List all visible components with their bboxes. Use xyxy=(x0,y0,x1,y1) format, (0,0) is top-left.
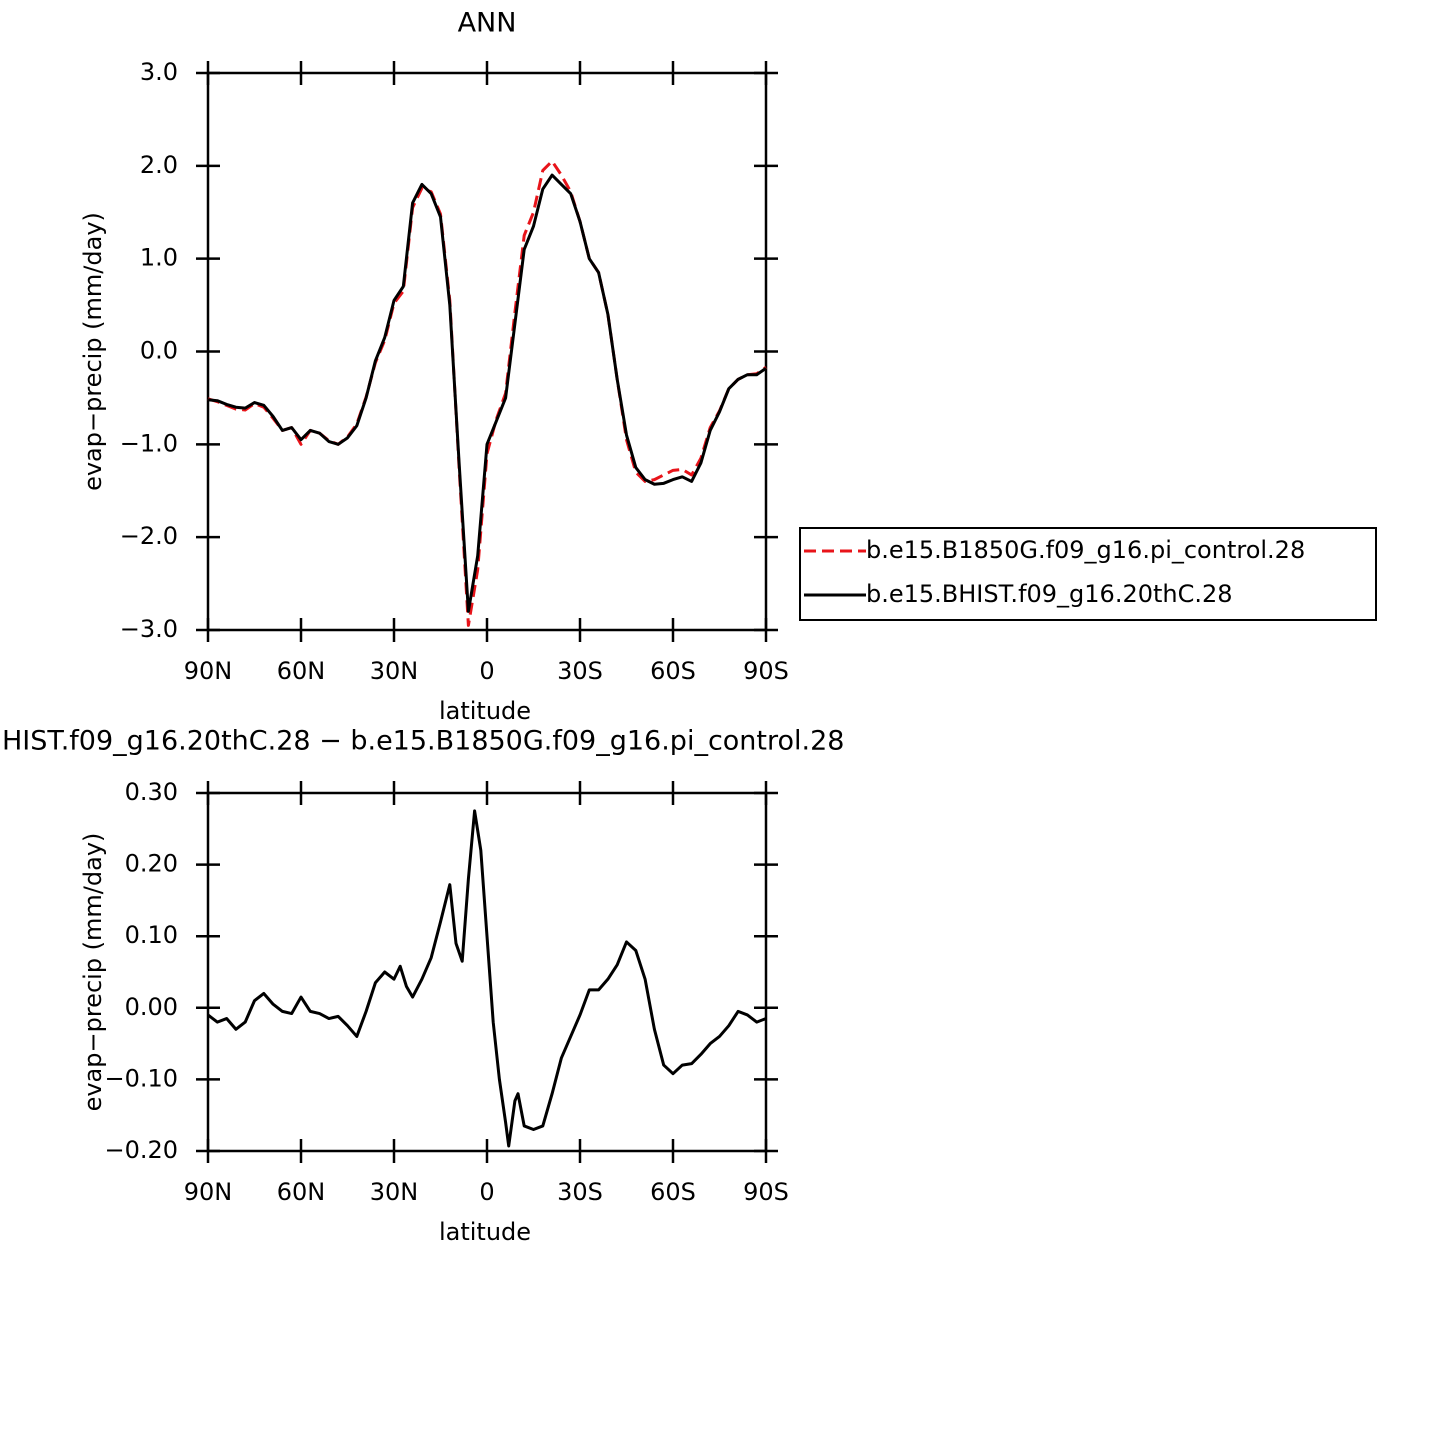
y-axis-label: evap−precip (mm/day) xyxy=(79,212,107,491)
x-tick-label: 0 xyxy=(479,657,494,685)
y-tick-label: 0.10 xyxy=(125,921,178,949)
x-tick-label: 90S xyxy=(743,657,789,685)
y-tick-label: 1.0 xyxy=(140,244,178,272)
data-line xyxy=(207,173,767,613)
y-tick-label: 0.0 xyxy=(140,337,178,365)
x-tick-label: 60N xyxy=(277,1178,326,1206)
y-tick-label: 3.0 xyxy=(140,58,178,86)
y-tick-label: 0.20 xyxy=(125,850,178,878)
y-tick-label: −0.20 xyxy=(104,1136,178,1164)
x-tick-label: 30N xyxy=(370,1178,419,1206)
legend-label: b.e15.BHIST.f09_g16.20thC.28 xyxy=(866,580,1233,608)
legend-box xyxy=(799,527,1377,621)
x-axis-label: latitude xyxy=(439,697,531,725)
y-tick-label: −0.10 xyxy=(104,1064,178,1092)
x-axis-label: latitude xyxy=(439,1218,531,1246)
chart-title: HIST.f09_g16.20thC.28 − b.e15.B1850G.f09… xyxy=(2,726,844,757)
x-tick-label: 60N xyxy=(277,657,326,685)
y-axis-label: evap−precip (mm/day) xyxy=(79,833,107,1112)
x-tick-label: 30N xyxy=(370,657,419,685)
x-tick-label: 30S xyxy=(557,657,603,685)
y-tick-label: 0.00 xyxy=(125,993,178,1021)
x-tick-label: 90N xyxy=(184,1178,233,1206)
y-tick-label: −1.0 xyxy=(120,429,178,457)
y-tick-label: −2.0 xyxy=(120,522,178,550)
plot-frame xyxy=(206,791,768,1153)
data-line xyxy=(207,809,767,1148)
plot-frame xyxy=(206,71,768,632)
x-tick-label: 60S xyxy=(650,657,696,685)
y-tick-label: 0.30 xyxy=(125,778,178,806)
y-tick-label: −3.0 xyxy=(120,615,178,643)
data-line xyxy=(207,159,767,627)
x-tick-label: 90N xyxy=(184,657,233,685)
y-tick-label: 2.0 xyxy=(140,151,178,179)
legend-label: b.e15.B1850G.f09_g16.pi_control.28 xyxy=(866,536,1305,564)
chart-title: ANN xyxy=(458,8,517,39)
x-tick-label: 90S xyxy=(743,1178,789,1206)
x-tick-label: 30S xyxy=(557,1178,603,1206)
x-tick-label: 60S xyxy=(650,1178,696,1206)
x-tick-label: 0 xyxy=(479,1178,494,1206)
